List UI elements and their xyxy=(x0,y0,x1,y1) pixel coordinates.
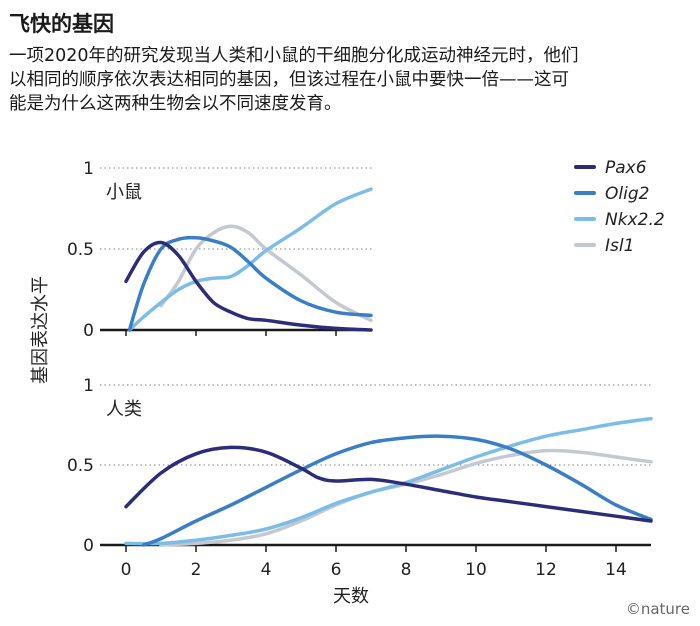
x-tick-label: 12 xyxy=(535,560,557,580)
series-line-nkx2-2 xyxy=(127,187,373,332)
legend-label: Pax6 xyxy=(605,158,647,178)
x-tick-label: 4 xyxy=(261,560,272,580)
series-line-isl1 xyxy=(159,224,373,323)
chart-subtitle: 一项2020年的研究发现当人类和小鼠的干细胞分化成运动神经元时，他们以相同的顺序… xyxy=(9,46,579,114)
y-axis-title: 基因表达水平 xyxy=(30,276,51,384)
x-axis-title: 天数 xyxy=(333,586,369,607)
panel-label: 人类 xyxy=(106,399,142,420)
x-tick-label: 0 xyxy=(121,560,132,580)
x-tick-label: 6 xyxy=(331,560,342,580)
x-tick-label: 14 xyxy=(605,560,627,580)
y-tick-label: 0 xyxy=(83,321,94,341)
y-tick-label: 0.5 xyxy=(67,240,94,260)
y-tick-label: 0.5 xyxy=(67,456,94,476)
series-line-pax6 xyxy=(124,445,653,523)
series-line-pax6 xyxy=(124,240,373,332)
series-line-nkx2-2 xyxy=(124,416,653,546)
x-tick-label: 10 xyxy=(465,560,487,580)
legend-label: Nkx2.2 xyxy=(605,210,665,230)
series-line-olig2 xyxy=(127,235,373,332)
chart-title: 飞快的基因 xyxy=(9,12,114,36)
panel-label: 小鼠 xyxy=(106,182,142,203)
nature-credit: ©nature xyxy=(625,600,690,618)
x-tick-label: 8 xyxy=(401,560,412,580)
legend-label: Olig2 xyxy=(605,184,649,204)
y-tick-label: 1 xyxy=(83,159,94,179)
y-tick-label: 1 xyxy=(83,376,94,396)
legend-label: Isl1 xyxy=(605,236,634,256)
x-tick-label: 2 xyxy=(191,560,202,580)
series-line-olig2 xyxy=(141,434,653,547)
y-tick-label: 0 xyxy=(83,536,94,556)
